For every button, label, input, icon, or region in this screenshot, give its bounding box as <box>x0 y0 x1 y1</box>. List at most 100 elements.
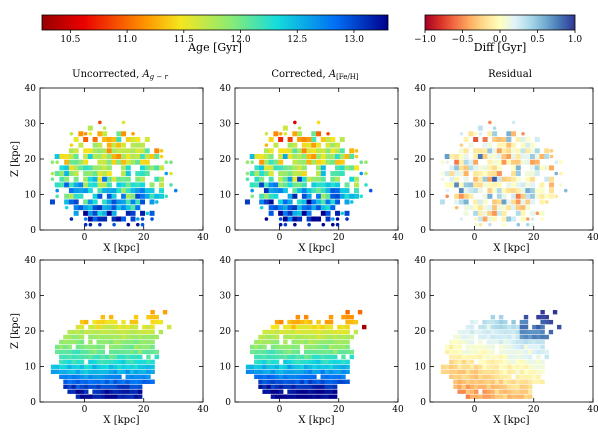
data-cell <box>311 182 317 188</box>
data-cell <box>492 182 498 188</box>
data-cell <box>557 324 562 330</box>
data-cell <box>490 379 496 384</box>
data-cell <box>308 339 313 345</box>
data-cell <box>154 193 160 199</box>
data-cell <box>97 165 103 171</box>
data-cell <box>515 165 521 171</box>
data-cell <box>268 148 274 154</box>
data-cell <box>92 176 98 182</box>
data-point <box>459 217 464 221</box>
panel-cells <box>244 120 373 227</box>
data-cell <box>274 374 280 379</box>
data-cell <box>104 339 110 345</box>
data-cell <box>461 334 466 340</box>
data-cell <box>303 319 309 325</box>
data-cell <box>64 199 70 205</box>
data-cell <box>515 359 520 365</box>
data-cell <box>295 339 301 345</box>
data-cell <box>116 199 122 205</box>
data-cell <box>320 171 326 177</box>
panel-cells <box>50 309 172 399</box>
data-cell <box>144 188 150 194</box>
data-cell <box>490 394 496 399</box>
data-cell <box>87 176 93 182</box>
age-colorbar-tick-label: 12.5 <box>287 35 307 45</box>
data-cell <box>344 210 350 216</box>
data-cell <box>339 171 345 177</box>
y-tick-label: 40 <box>25 256 37 266</box>
data-cell <box>129 354 135 360</box>
y-tick-label: 20 <box>220 155 232 165</box>
age-colorbar-label: Age [Gyr] <box>187 41 242 54</box>
data-cell <box>297 131 303 137</box>
x-tick-label: 0 <box>277 233 283 243</box>
data-cell <box>473 171 479 177</box>
data-cell <box>354 176 360 182</box>
data-cell <box>525 136 531 142</box>
data-cell <box>549 188 555 194</box>
data-cell <box>474 364 479 370</box>
data-cell <box>258 364 263 370</box>
data-cell <box>263 165 269 171</box>
data-point <box>549 154 554 159</box>
data-cell <box>297 176 303 182</box>
data-cell <box>140 142 146 148</box>
data-cell <box>121 364 126 370</box>
data-cell <box>299 374 305 379</box>
data-cell <box>83 182 89 188</box>
data-cell <box>279 349 284 355</box>
data-cell <box>100 354 106 360</box>
data-cell <box>129 349 135 355</box>
data-cell <box>303 359 309 365</box>
data-cell <box>88 369 93 375</box>
data-cell <box>320 349 325 355</box>
data-cell <box>548 319 554 325</box>
data-cell <box>463 176 469 182</box>
data-cell <box>75 369 81 375</box>
data-cell <box>83 154 89 160</box>
data-cell <box>137 369 143 375</box>
data-cell <box>133 379 139 384</box>
data-cell <box>308 364 313 370</box>
data-cell <box>75 384 81 389</box>
data-cell <box>73 171 79 177</box>
data-cell <box>78 193 84 199</box>
data-cell <box>354 165 360 171</box>
data-cell <box>129 339 135 345</box>
x-tick-label: 40 <box>587 233 598 243</box>
data-cell <box>75 324 81 330</box>
data-cell <box>511 176 517 182</box>
data-cell <box>507 389 512 394</box>
data-cell <box>299 389 305 394</box>
data-cell <box>292 176 298 182</box>
data-cell <box>539 193 545 199</box>
data-cell <box>354 193 360 199</box>
data-cell <box>306 193 312 199</box>
data-cell <box>125 374 130 379</box>
data-cell <box>78 182 84 188</box>
data-cell <box>54 364 60 370</box>
data-cell <box>268 171 274 177</box>
data-cell <box>525 193 531 199</box>
data-cell <box>292 131 298 137</box>
data-cell <box>67 354 72 360</box>
data-cell <box>130 205 136 211</box>
data-point <box>530 222 535 227</box>
data-cell <box>154 354 159 360</box>
x-axis-label: X [kpc] <box>493 243 529 254</box>
data-cell <box>149 154 155 160</box>
data-point <box>316 120 321 125</box>
data-cell <box>332 384 338 389</box>
data-cell <box>349 319 354 325</box>
data-cell <box>449 369 454 375</box>
data-cell <box>295 354 301 360</box>
data-cell <box>530 165 536 171</box>
data-cell <box>88 359 93 365</box>
data-cell <box>262 354 267 360</box>
data-cell <box>332 329 338 335</box>
data-cell <box>506 188 512 194</box>
data-cell <box>345 329 350 335</box>
data-cell <box>501 216 507 222</box>
data-cell <box>487 131 493 137</box>
y-tick-label: 0 <box>420 226 426 236</box>
